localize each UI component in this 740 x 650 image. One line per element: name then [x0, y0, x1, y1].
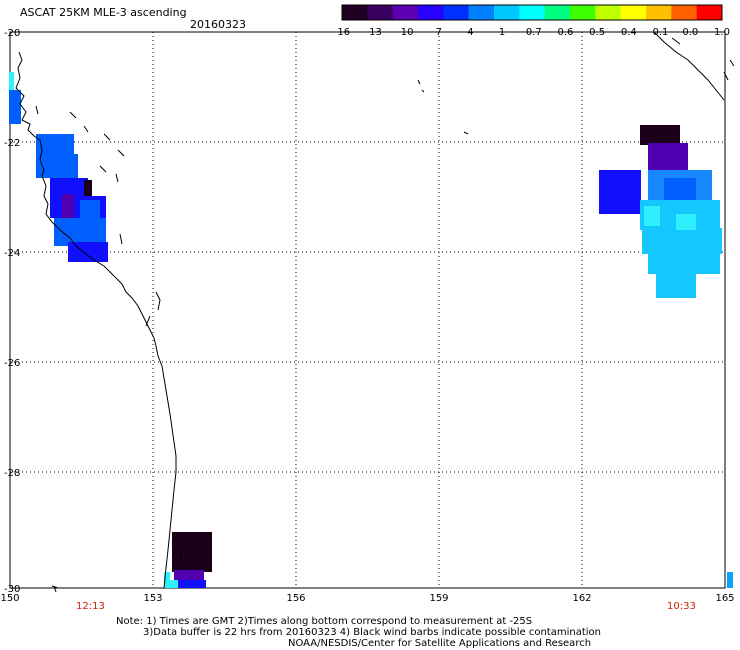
longitude-label: 156 [286, 593, 305, 604]
latitude-label: -22 [4, 138, 20, 149]
colorbar-segment [646, 5, 672, 20]
note-line-3: NOAA/NESDIS/Center for Satellite Applica… [288, 638, 592, 649]
product-title: ASCAT 25KM MLE-3 ascending [20, 6, 187, 19]
wind-cell [727, 572, 733, 588]
colorbar [341, 4, 723, 21]
longitude-label: 150 [0, 593, 19, 604]
wind-cell [84, 180, 92, 198]
colorbar-segment [494, 5, 520, 20]
map-frame [9, 31, 726, 589]
note-line-2: 3)Data buffer is 22 hrs from 20160323 4)… [143, 627, 601, 638]
colorbar-segment [342, 5, 368, 20]
wind-cell [80, 200, 100, 218]
longitude-label: 153 [143, 593, 162, 604]
latitude-labels: -20 -22 -24 -26 -28 -30 [4, 28, 20, 595]
graticule [10, 32, 725, 588]
product-date: 20160323 [190, 18, 246, 31]
wind-cell [644, 206, 660, 226]
colorbar-segment [468, 5, 495, 20]
wind-cell [178, 580, 206, 588]
wind-cell [599, 170, 641, 214]
latitude-label: -24 [4, 248, 20, 259]
pass-time-left: 12:13 [76, 601, 105, 612]
colorbar-segment [671, 5, 698, 20]
wind-cell [9, 72, 14, 92]
colorbar-segment [418, 5, 444, 20]
colorbar-segment [595, 5, 622, 20]
wind-cell [640, 125, 680, 145]
latitude-label: -20 [4, 28, 20, 39]
coastline-australia [15, 51, 177, 589]
colorbar-segment [544, 5, 571, 20]
coastline-small-islands [417, 79, 469, 135]
wind-cell [68, 242, 108, 262]
wind-cell [656, 272, 696, 298]
wind-cell [36, 134, 74, 154]
wind-cell [648, 143, 688, 171]
colorbar-segment [519, 5, 546, 20]
colorbar-segment [443, 5, 470, 20]
wind-cell [664, 178, 696, 204]
longitude-labels: 150 153 156 159 162 165 [0, 593, 734, 604]
wind-cell [648, 250, 720, 274]
colorbar-segment [696, 5, 723, 20]
colorbar-segment [620, 5, 647, 20]
wind-cell [62, 194, 74, 220]
wind-cell [50, 178, 88, 200]
note-line-1: Note: 1) Times are GMT 2)Times along bot… [116, 616, 533, 627]
wind-cells [9, 72, 733, 588]
longitude-label: 159 [429, 593, 448, 604]
colorbar-segment [392, 5, 419, 20]
latitude-label: -30 [4, 584, 20, 595]
wind-cell [9, 90, 21, 124]
colorbar-segment [570, 5, 596, 20]
wind-cell [642, 228, 722, 254]
wind-cell [164, 572, 170, 588]
longitude-label: 162 [572, 593, 591, 604]
longitude-label: 165 [715, 593, 734, 604]
pass-time-right: 10:33 [667, 601, 696, 612]
latitude-label: -28 [4, 468, 20, 479]
colorbar-segment [367, 5, 394, 20]
latitude-label: -26 [4, 358, 20, 369]
wind-cell [170, 580, 180, 588]
coastline-islands [35, 105, 183, 593]
wind-cell [172, 532, 212, 572]
coastline-new-caledonia [653, 31, 735, 101]
wind-cell [676, 214, 696, 230]
